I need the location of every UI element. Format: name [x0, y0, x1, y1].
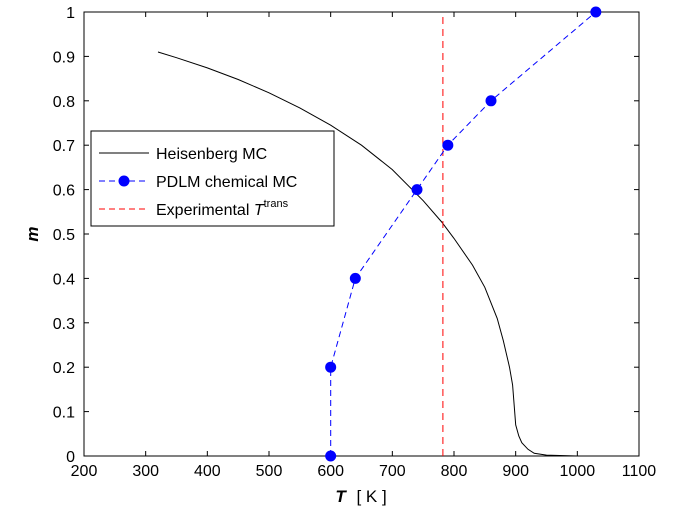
y-tick-label: 0.6 [53, 183, 75, 200]
y-tick-label: 0.4 [53, 271, 75, 288]
x-tick-label: 700 [379, 463, 406, 480]
x-tick-label: 400 [194, 463, 221, 480]
y-tick-label: 0 [66, 449, 75, 466]
x-axis-symbol: T [335, 487, 347, 506]
legend: Heisenberg MC PDLM chemical MC Experimen… [90, 130, 335, 227]
data-point-pdlm [442, 139, 454, 151]
x-tick-label: 800 [441, 463, 468, 480]
x-axis-unit: [ K ] [356, 487, 386, 506]
x-tick-label: 1100 [622, 463, 657, 480]
series-layer [157, 6, 609, 462]
y-tick-label: 1 [66, 5, 75, 22]
data-point-pdlm [485, 95, 497, 107]
data-point-pdlm [349, 272, 361, 284]
legend-box [90, 130, 335, 227]
y-tick-label: 0.5 [53, 227, 75, 244]
series-line-pdlm [330, 11, 597, 456]
x-axis-label: T [ K ] [335, 487, 386, 506]
x-tick-label: 500 [256, 463, 283, 480]
legend-label-experimental-main: Experimental [156, 202, 254, 219]
legend-marker-pdlm [118, 175, 130, 187]
y-tick-label: 0.2 [53, 360, 75, 377]
plot-frame [83, 11, 640, 457]
x-tick-label: 200 [71, 463, 98, 480]
axis-ticks: 200 300 400 500 600 700 800 900 1000 1100 0 0.1 0.2 0… [53, 5, 657, 480]
y-tick-label: 0.8 [53, 94, 75, 111]
legend-label-experimental-sup: trans [264, 198, 289, 210]
y-tick-label: 0.9 [53, 49, 75, 66]
y-tick-label: 0.7 [53, 138, 75, 155]
y-tick-label: 0.1 [53, 405, 75, 422]
x-tick-label: 300 [132, 463, 159, 480]
data-point-pdlm [411, 184, 423, 196]
legend-label-pdlm: PDLM chemical MC [156, 174, 297, 191]
data-point-pdlm [590, 6, 602, 18]
y-axis-label: m [23, 226, 42, 241]
legend-label-experimental-symbol: T [254, 202, 265, 219]
x-tick-label: 1000 [560, 463, 596, 480]
x-tick-label: 900 [502, 463, 529, 480]
series-line-heisenberg [157, 51, 609, 457]
legend-label-experimental: Experimental Ttrans [156, 198, 289, 219]
x-tick-label: 600 [317, 463, 344, 480]
data-point-pdlm [325, 450, 337, 462]
data-point-pdlm [325, 361, 337, 373]
y-tick-label: 0.3 [53, 316, 75, 333]
legend-label-heisenberg: Heisenberg MC [156, 146, 267, 163]
